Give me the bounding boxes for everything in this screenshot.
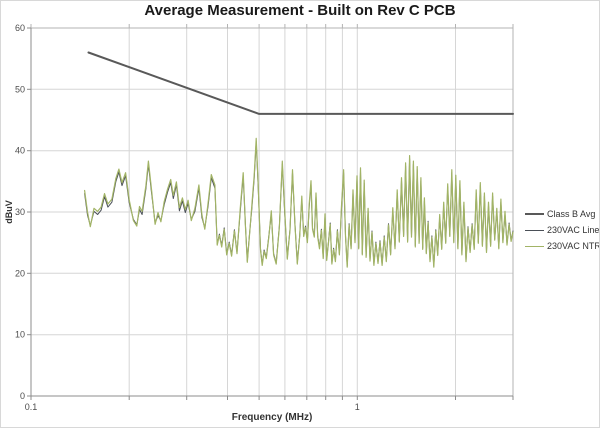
y-tick-label: 0 [20, 391, 25, 401]
legend-label: 230VAC Line [547, 225, 600, 235]
y-tick-label: 30 [15, 207, 25, 217]
series-class-b-avg [87, 51, 514, 115]
legend-swatch-line [525, 245, 544, 247]
chart-title: Average Measurement - Built on Rev C PCB [144, 2, 456, 19]
legend-item: Class B Avg [525, 206, 599, 222]
y-tick-label: 20 [15, 268, 25, 278]
legend-swatch-line [525, 213, 544, 215]
y-tick-label: 10 [15, 330, 25, 340]
legend-label: Class B Avg [547, 209, 596, 219]
legend: Class B Avg 230VAC Line 230VAC NTRL [525, 206, 600, 254]
legend-item: 230VAC Line [525, 222, 600, 238]
x-tick-label: 0.1 [25, 402, 38, 412]
y-tick-label: 50 [15, 84, 25, 94]
legend-swatch-line [525, 229, 544, 231]
legend-item: 230VAC NTRL [525, 238, 600, 254]
y-tick-label: 40 [15, 146, 25, 156]
y-tick-label: 60 [15, 23, 25, 33]
x-axis-title: Frequency (MHz) [231, 412, 313, 423]
y-axis-title: dBuV [4, 200, 14, 224]
series-230vac-ntrl [83, 137, 514, 268]
x-tick-label: 1 [355, 402, 360, 412]
legend-label: 230VAC NTRL [547, 241, 600, 251]
